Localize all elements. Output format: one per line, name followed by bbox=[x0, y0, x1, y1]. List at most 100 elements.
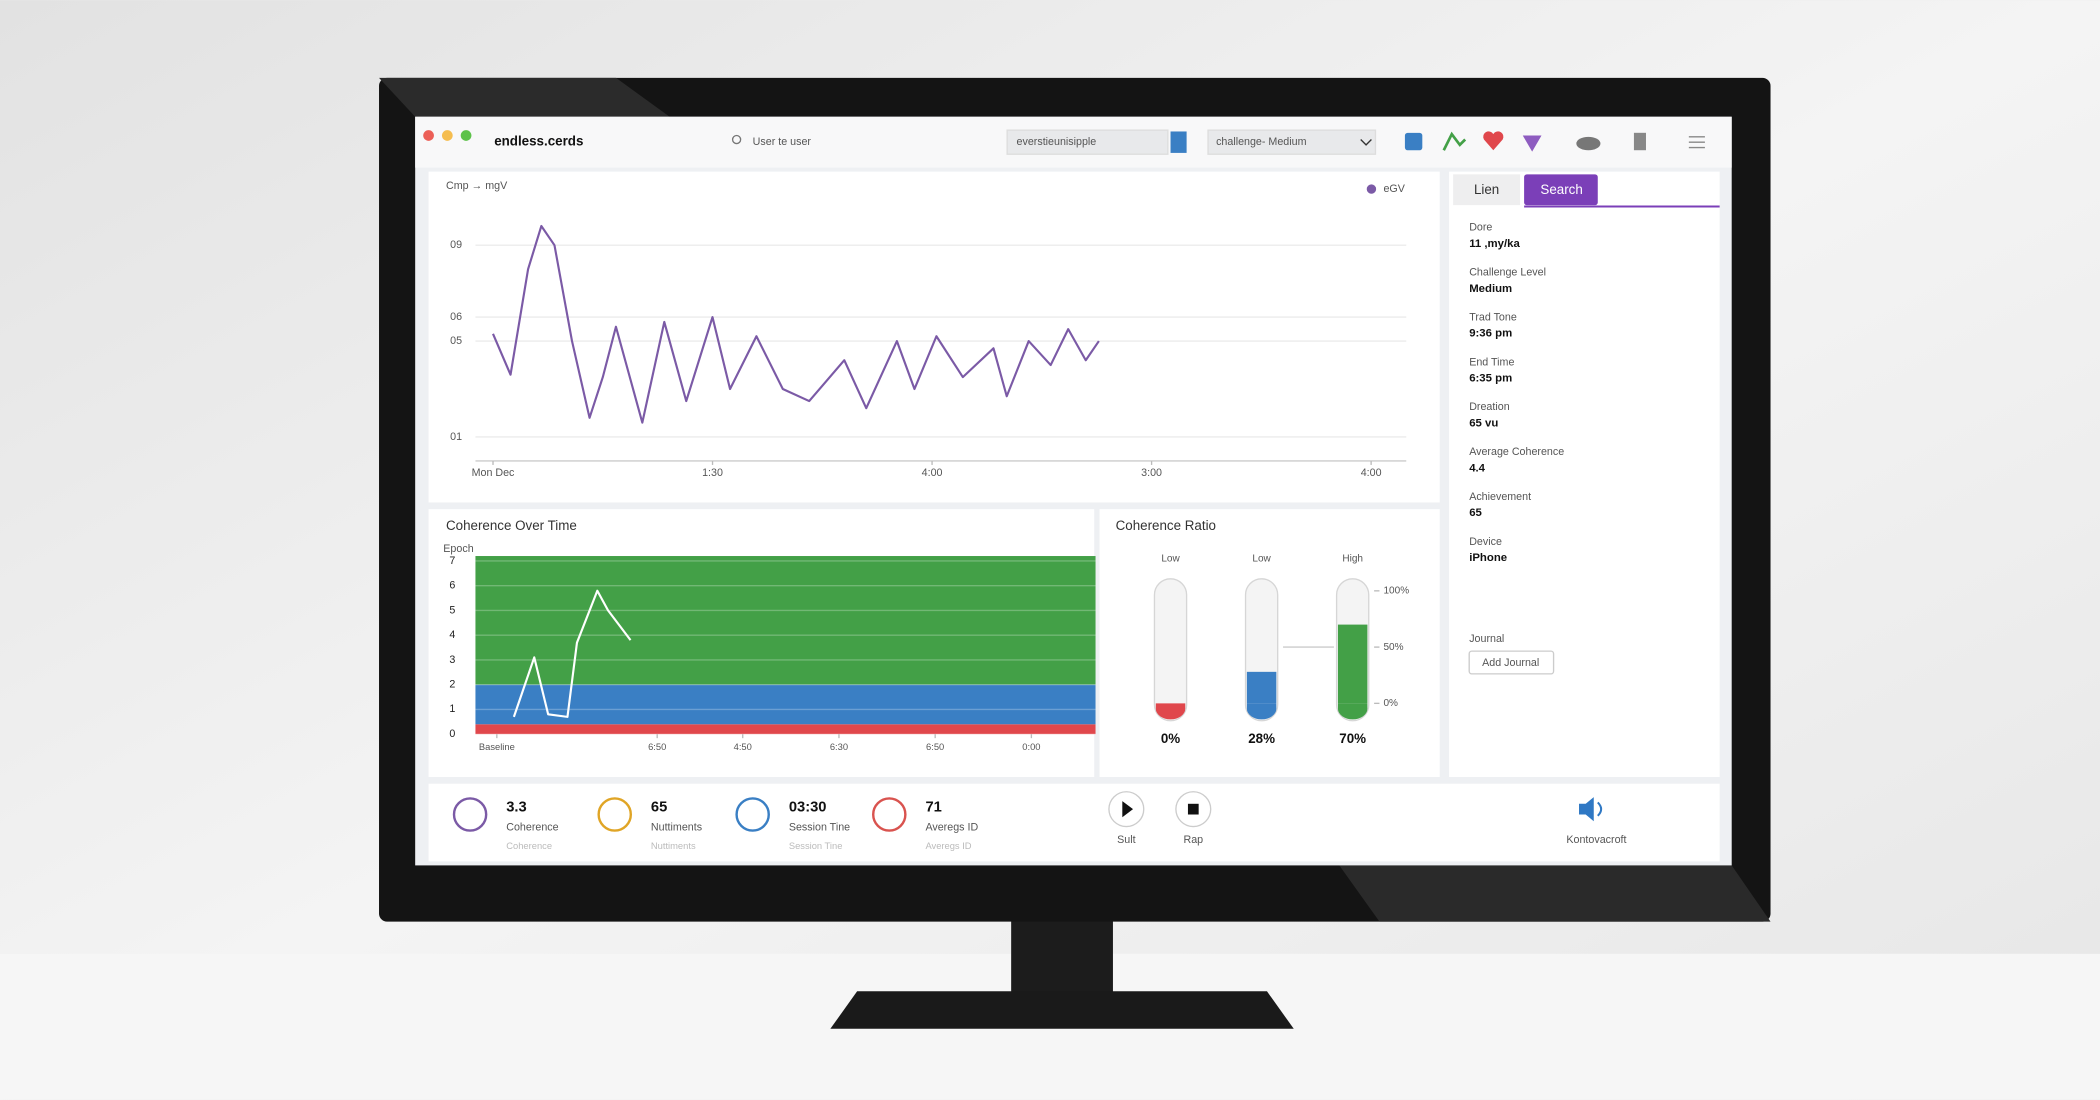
y-tick-label: 3 bbox=[449, 654, 455, 666]
window-close[interactable] bbox=[423, 130, 434, 141]
y-tick-label: 09 bbox=[450, 239, 462, 251]
challenge-select[interactable] bbox=[1207, 129, 1377, 155]
stop-icon bbox=[1187, 803, 1199, 815]
field-label: Achievement bbox=[1469, 491, 1531, 503]
play-icon bbox=[1122, 801, 1134, 818]
sound-label: Kontovacroft bbox=[1566, 834, 1626, 846]
gauge-bulb bbox=[1155, 703, 1186, 720]
chart-title: Coherence Ratio bbox=[1116, 518, 1216, 533]
y-axis-label: Cmp → mgV bbox=[446, 180, 508, 192]
x-tick-label: 3:00 bbox=[1141, 467, 1162, 479]
y-tick-label: 06 bbox=[450, 311, 462, 323]
app-name: endless.cerds bbox=[494, 134, 583, 149]
gauge-label: High bbox=[1342, 553, 1363, 564]
bezel-shine bbox=[1339, 865, 1771, 922]
gauge-label: Low bbox=[1252, 553, 1271, 564]
stat-caption: Nuttiments bbox=[651, 841, 696, 851]
legend-label: eGV bbox=[1383, 183, 1405, 195]
x-tick-label: 1:30 bbox=[702, 467, 723, 479]
y-tick-label: 4 bbox=[449, 629, 455, 641]
toolbar-icon[interactable] bbox=[1483, 131, 1504, 151]
session-button[interactable] bbox=[1170, 131, 1187, 153]
gauge-value: 28% bbox=[1248, 731, 1275, 746]
y-tick-label: 5 bbox=[449, 604, 455, 616]
stat-caption: Averegs ID bbox=[925, 841, 971, 851]
ratio-chart: Coherence Ratio 100% 50% 0% Low 0% Low 28% High… bbox=[1116, 518, 1410, 746]
coherence-chart: Coherence Over Time Epoch 0 1 2 3 4 5 6 7 Baseli… bbox=[443, 518, 1096, 752]
side-panel bbox=[1449, 171, 1720, 778]
journal-button-label: Add Journal bbox=[1482, 657, 1539, 669]
field-value: iPhone bbox=[1469, 552, 1507, 564]
field-value: 6:35 pm bbox=[1469, 373, 1512, 385]
sound-wave bbox=[1597, 801, 1603, 817]
toolbar-icon[interactable] bbox=[1576, 136, 1601, 151]
band bbox=[475, 684, 1096, 725]
field-label: Dreation bbox=[1469, 401, 1510, 413]
gauge-label: Low bbox=[1161, 553, 1180, 564]
field-label: End Time bbox=[1469, 356, 1514, 368]
x-tick-label: Baseline bbox=[479, 742, 515, 752]
stat-value: 71 bbox=[925, 800, 941, 816]
scale-label: 50% bbox=[1383, 642, 1403, 653]
y-tick-label: 2 bbox=[449, 679, 455, 691]
y-tick-label: 0 bbox=[449, 728, 455, 740]
journal-button[interactable] bbox=[1468, 650, 1555, 675]
field-value: 4.4 bbox=[1469, 462, 1485, 474]
control-label: Sult bbox=[1117, 834, 1135, 846]
chevron bbox=[1360, 139, 1372, 146]
x-tick-label: 0:00 bbox=[1022, 742, 1040, 752]
x-tick-label: Mon Dec bbox=[472, 467, 515, 479]
toolbar-icon[interactable] bbox=[1404, 132, 1423, 151]
legend-marker bbox=[1366, 184, 1377, 194]
x-tick-label: 6:50 bbox=[926, 742, 944, 752]
toolbar-icon[interactable] bbox=[1442, 131, 1467, 151]
stat-label: Nuttiments bbox=[651, 822, 702, 834]
field-label: Challenge Level bbox=[1469, 267, 1546, 279]
band bbox=[475, 724, 1096, 735]
line-series bbox=[512, 589, 632, 718]
x-tick-label: 4:50 bbox=[734, 742, 752, 752]
line-series bbox=[492, 224, 1100, 424]
chart-title: Coherence Over Time bbox=[446, 518, 577, 533]
window-maximize[interactable] bbox=[460, 130, 472, 141]
field-label: Dore bbox=[1469, 222, 1492, 234]
x-tick-label: 4:00 bbox=[1361, 467, 1382, 479]
window-minimize[interactable] bbox=[441, 130, 453, 141]
toolbar-icon[interactable] bbox=[1633, 132, 1646, 151]
gauge-bulb bbox=[1246, 703, 1277, 720]
monitor-base bbox=[830, 991, 1294, 1029]
search-input[interactable]: User te user bbox=[753, 136, 812, 148]
tab[interactable] bbox=[1453, 174, 1521, 206]
gauge-value: 70% bbox=[1339, 731, 1366, 746]
session-input[interactable] bbox=[1006, 129, 1169, 155]
stat-icon bbox=[872, 797, 907, 832]
bezel-shine bbox=[379, 77, 670, 117]
gauge-value: 0% bbox=[1161, 731, 1180, 746]
stat-value: 3.3 bbox=[506, 800, 526, 816]
side-content: Lien Search Journal Add Journal Dore 11 ,… bbox=[1453, 174, 1720, 675]
sound-icon[interactable] bbox=[1579, 797, 1594, 822]
challenge-text: challenge- Medium bbox=[1216, 136, 1307, 148]
gauge-tube bbox=[1153, 578, 1188, 722]
gauge-fill bbox=[1246, 671, 1277, 704]
field-value: 65 bbox=[1469, 507, 1482, 519]
field-value: 9:36 pm bbox=[1469, 328, 1512, 340]
menu-icon[interactable] bbox=[1688, 136, 1705, 149]
tab-label: Search bbox=[1540, 182, 1582, 197]
field-value: Medium bbox=[1469, 283, 1512, 295]
stat-label: Coherence bbox=[506, 822, 558, 834]
monitor-neck bbox=[1011, 918, 1113, 997]
x-tick-label: 6:30 bbox=[830, 742, 848, 752]
scale-label: 100% bbox=[1383, 586, 1409, 597]
gauge-bulb bbox=[1337, 703, 1368, 720]
main-chart: Cmp → mgV eGV 09 06 05 01 Mon Dec 1:30 4:00 3:0… bbox=[446, 180, 1407, 479]
y-axis-label: Epoch bbox=[443, 543, 473, 555]
stat-label: Session Tine bbox=[789, 822, 850, 834]
x-tick-label: 6:50 bbox=[648, 742, 666, 752]
x-tick-label: 4:00 bbox=[922, 467, 943, 479]
toolbar-icon[interactable] bbox=[1522, 135, 1542, 152]
tab-active[interactable] bbox=[1524, 174, 1598, 206]
field-value: 65 vu bbox=[1469, 417, 1498, 429]
journal-label: Journal bbox=[1469, 633, 1504, 645]
